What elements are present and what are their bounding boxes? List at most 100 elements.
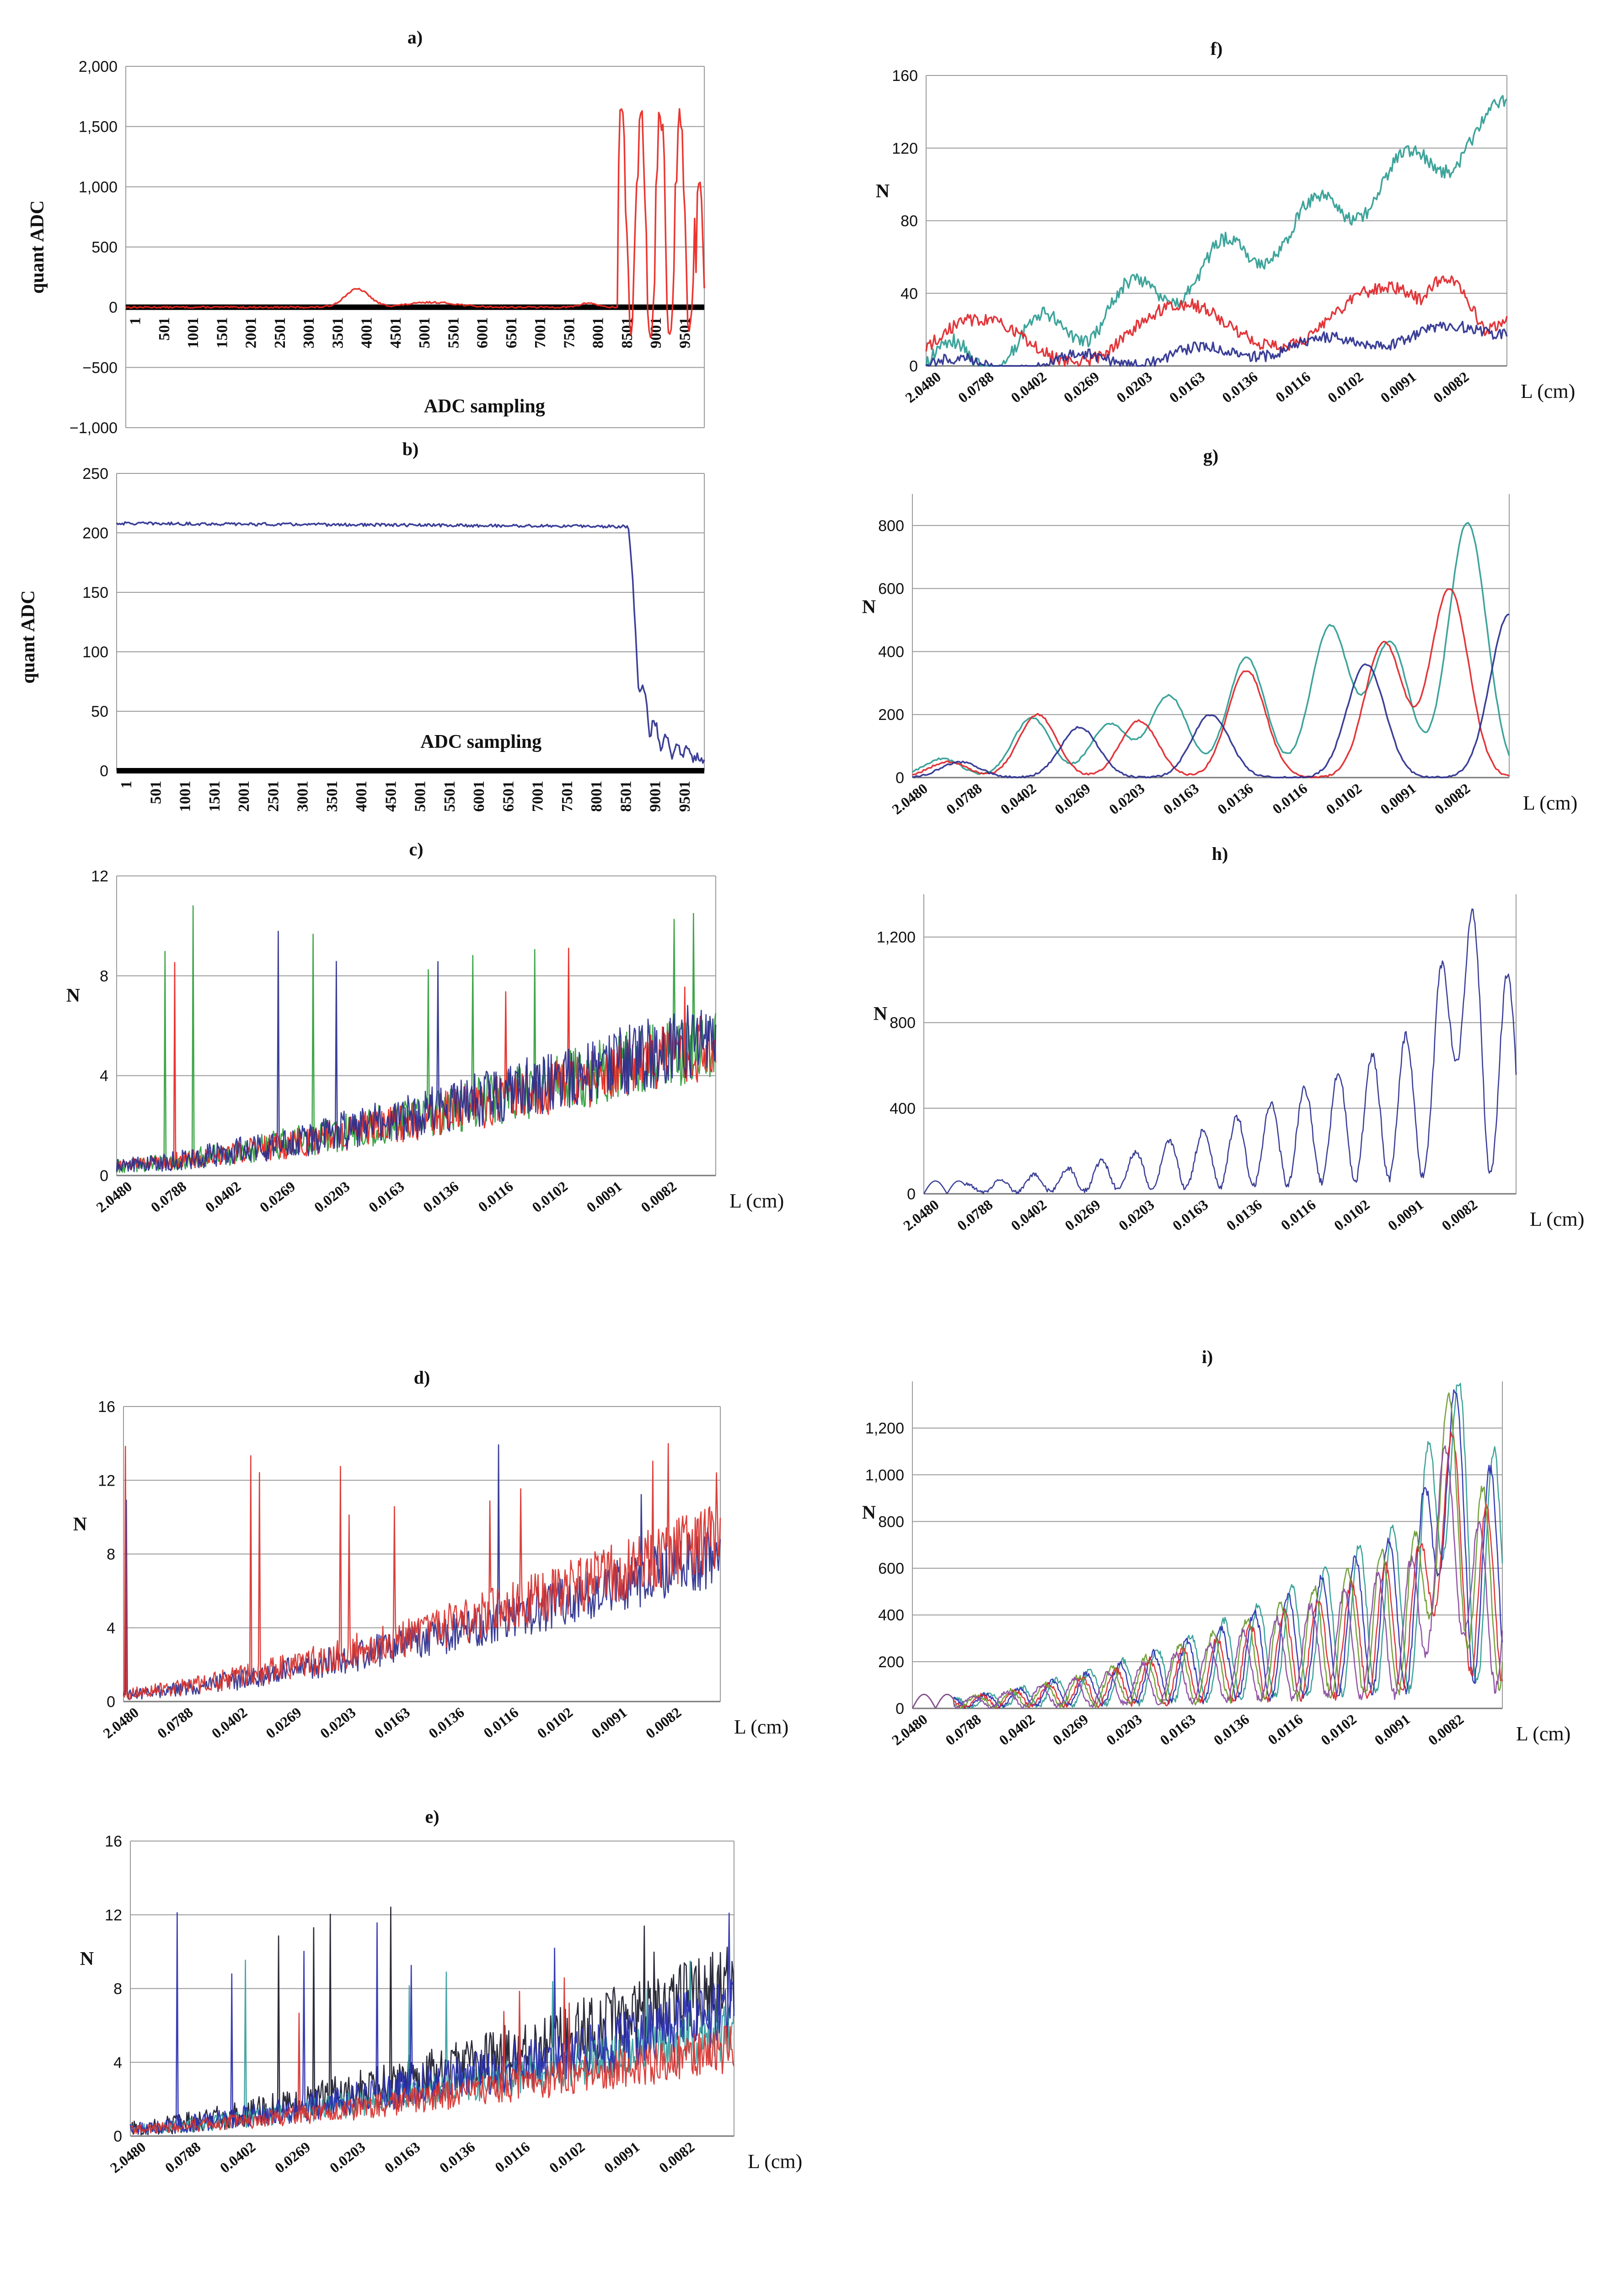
x-tick-label: 501 xyxy=(147,781,164,804)
series-line-purple xyxy=(911,1445,1503,1709)
y-tick-label: 600 xyxy=(878,580,904,598)
y-tick-label: 4 xyxy=(113,2054,122,2072)
series-line-blue xyxy=(912,613,1510,778)
x-tick-label: 0.0269 xyxy=(257,1178,299,1216)
x-tick-label: 0.0269 xyxy=(1050,1711,1092,1749)
y-tick-label: 8 xyxy=(100,967,108,985)
series-line-blue xyxy=(116,930,717,1172)
x-tick-label: 4501 xyxy=(382,781,399,812)
x-tick-label: 1001 xyxy=(185,317,202,349)
y-axis-label: N xyxy=(862,1502,876,1523)
x-tick-label: 0.0091 xyxy=(583,1178,625,1216)
x-axis-label: L (cm) xyxy=(748,2150,802,2173)
x-tick-label: 7501 xyxy=(559,781,576,812)
y-axis-label: N xyxy=(874,1004,887,1025)
x-axis-label: L (cm) xyxy=(734,1716,788,1738)
chart-i: i) 1,200 1,000 800 600 400 200 02.0480 0.0788 0.0… xyxy=(862,1347,1570,1749)
y-tick-label: 0 xyxy=(909,358,918,375)
x-tick-label: 0.0116 xyxy=(1272,368,1313,405)
x-tick-label: 9501 xyxy=(676,781,693,812)
x-tick-label: 0.0102 xyxy=(546,2138,588,2176)
y-tick-label: 0 xyxy=(107,1693,115,1711)
x-tick-label: 0.0269 xyxy=(1061,368,1103,406)
x-tick-label: 0.0163 xyxy=(371,1704,413,1742)
x-tick-label: 0.0269 xyxy=(272,2138,314,2176)
chart-title: i) xyxy=(1202,1347,1213,1367)
x-axis-label: L (cm) xyxy=(729,1190,784,1212)
x-tick-label: 2501 xyxy=(265,781,282,812)
y-tick-label: 400 xyxy=(878,643,904,660)
x-tick-label: 0.0102 xyxy=(534,1704,576,1742)
series-line-red xyxy=(123,1443,721,1701)
chart-title: e) xyxy=(425,1806,439,1827)
x-axis-label: ADC sampling xyxy=(424,396,545,417)
x-tick-label: 501 xyxy=(156,317,173,341)
x-tick-label: 0.0082 xyxy=(1430,368,1472,406)
chart-h: h) 1,200 800 400 02.0480 0.0788 0.0402 0.0269 0.… xyxy=(874,843,1584,1234)
x-tick-label: 0.0788 xyxy=(942,1711,984,1749)
x-tick-label: 0.0402 xyxy=(209,1704,251,1742)
chart-title: d) xyxy=(414,1367,430,1388)
y-tick-label: 2,000 xyxy=(79,58,118,75)
x-tick-label: 0.0091 xyxy=(588,1704,630,1742)
y-tick-label: 12 xyxy=(105,1906,122,1924)
x-tick-label: 3001 xyxy=(300,317,317,349)
series-line-blue signal xyxy=(116,521,705,764)
x-tick-label: 0.0269 xyxy=(1051,780,1093,818)
x-tick-label: 0.0203 xyxy=(1103,1711,1145,1749)
x-tick-label: 3501 xyxy=(329,317,346,349)
series-line-blue xyxy=(925,321,1508,367)
y-tick-label: 12 xyxy=(98,1472,115,1489)
series-line-red signal xyxy=(125,108,705,338)
x-tick-label: 0.0163 xyxy=(1169,1196,1211,1234)
x-tick-label: 0.0136 xyxy=(1223,1196,1265,1234)
y-axis-label: quant ADC xyxy=(27,200,48,294)
series-line-teal xyxy=(911,1383,1503,1709)
y-tick-label: 4 xyxy=(107,1620,115,1637)
chart-title: h) xyxy=(1212,843,1228,864)
x-tick-label: 0.0116 xyxy=(1278,1196,1319,1233)
x-tick-label: 7501 xyxy=(561,317,578,349)
y-tick-label: 400 xyxy=(878,1607,904,1624)
x-tick-label: 0.0091 xyxy=(1371,1711,1413,1749)
x-tick-label: 0.0163 xyxy=(1160,780,1202,818)
y-tick-label: 16 xyxy=(105,1833,122,1850)
x-tick-label: 0.0102 xyxy=(1318,1711,1360,1749)
y-tick-label: 800 xyxy=(878,517,904,535)
x-tick-label: 1501 xyxy=(214,317,230,349)
x-tick-label: 1 xyxy=(118,781,135,789)
x-tick-label: 0.0402 xyxy=(202,1178,244,1216)
x-axis-label: ADC sampling xyxy=(420,731,541,752)
x-tick-label: 0.0116 xyxy=(492,2138,533,2175)
y-tick-label: 0 xyxy=(895,1700,904,1718)
x-tick-label: 0.0402 xyxy=(217,2138,259,2176)
x-tick-label: 6001 xyxy=(471,781,488,812)
y-axis-label: N xyxy=(66,985,80,1006)
x-tick-label: 1001 xyxy=(177,781,194,812)
y-tick-label: 150 xyxy=(82,584,108,601)
x-axis-label: L (cm) xyxy=(1521,380,1575,403)
x-tick-label: 0.0788 xyxy=(954,1196,996,1234)
x-tick-label: 8501 xyxy=(617,781,634,812)
y-tick-label: 40 xyxy=(900,285,918,302)
y-axis-label: N xyxy=(80,1949,94,1970)
x-tick-label: 0.0136 xyxy=(420,1178,462,1216)
y-tick-label: 12 xyxy=(91,868,108,885)
x-tick-label: 0.0136 xyxy=(1214,780,1256,818)
x-tick-label: 0.0203 xyxy=(1113,368,1155,406)
y-tick-label: 1,000 xyxy=(865,1466,904,1484)
x-tick-label: 0.0116 xyxy=(1265,1711,1306,1748)
y-tick-label: 1,200 xyxy=(877,929,916,946)
chart-title: c) xyxy=(409,839,423,859)
x-tick-label: 5501 xyxy=(441,781,458,812)
series-line-teal xyxy=(912,522,1510,775)
x-tick-label: 2.0480 xyxy=(902,368,944,406)
x-tick-label: 0.0091 xyxy=(1377,780,1419,818)
x-tick-label: 2001 xyxy=(236,781,252,812)
x-tick-label: 5001 xyxy=(412,781,429,812)
x-tick-label: 0.0082 xyxy=(1425,1711,1467,1749)
x-tick-label: 0.0116 xyxy=(1269,780,1310,817)
x-tick-label: 1501 xyxy=(206,781,223,812)
y-tick-label: 600 xyxy=(878,1560,904,1578)
